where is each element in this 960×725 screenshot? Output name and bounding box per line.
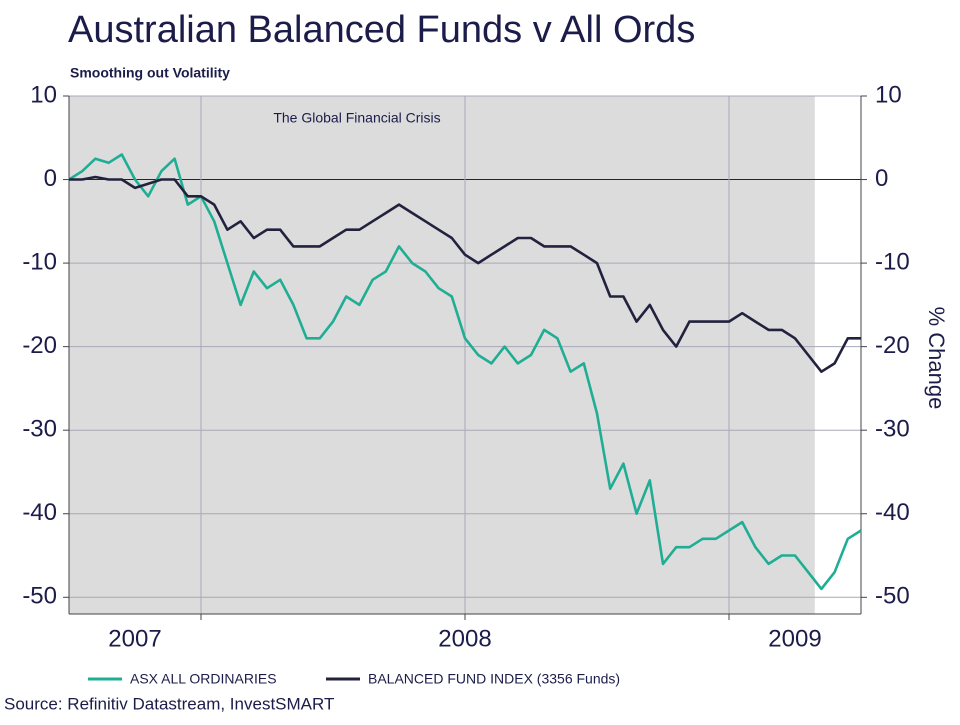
y-tick-label: -10 bbox=[22, 248, 57, 275]
chart-subtitle: Smoothing out Volatility bbox=[70, 65, 230, 81]
y2-tick-label: -20 bbox=[875, 332, 910, 359]
y2-tick-label: -10 bbox=[875, 248, 910, 275]
source-note: Source: Refinitiv Datastream, InvestSMAR… bbox=[4, 694, 334, 713]
y2-tick-label: -30 bbox=[875, 416, 910, 443]
y-tick-label: -30 bbox=[22, 416, 57, 443]
x-tick-label: 2008 bbox=[438, 625, 491, 652]
legend-label: BALANCED FUND INDEX (3356 Funds) bbox=[368, 671, 620, 687]
series-line bbox=[69, 175, 861, 373]
y-tick-label: -40 bbox=[22, 499, 57, 526]
y-tick-label: -20 bbox=[22, 332, 57, 359]
x-tick-label: 2009 bbox=[768, 625, 821, 652]
chart-title: Australian Balanced Funds v All Ords bbox=[68, 9, 695, 51]
y2-tick-label: -50 bbox=[875, 583, 910, 610]
crisis-shade bbox=[69, 96, 815, 614]
y2-axis-label: % Change bbox=[924, 307, 949, 410]
y2-tick-label: -40 bbox=[875, 499, 910, 526]
y2-tick-label: 0 bbox=[875, 165, 888, 192]
y-tick-label: 0 bbox=[44, 165, 57, 192]
y-tick-label: 10 bbox=[30, 81, 57, 108]
x-tick-label: 2007 bbox=[108, 625, 161, 652]
legend-label: ASX ALL ORDINARIES bbox=[130, 671, 277, 687]
y-tick-label: -50 bbox=[22, 583, 57, 610]
y2-tick-label: 10 bbox=[875, 81, 902, 108]
annotation: The Global Financial Crisis bbox=[273, 110, 440, 126]
